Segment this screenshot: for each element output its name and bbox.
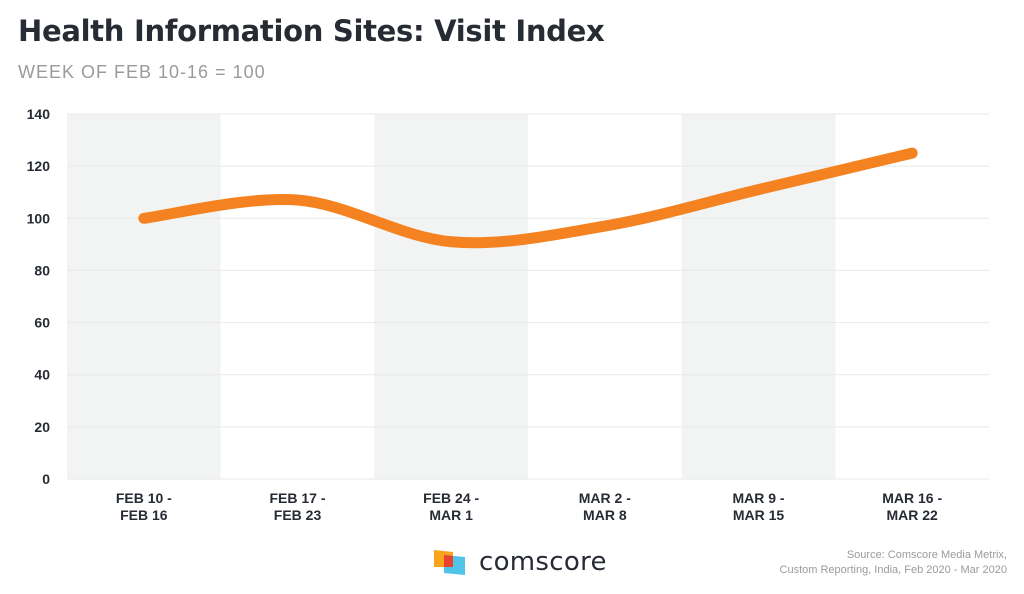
x-tick-label: FEB 10 -FEB 16 — [116, 490, 172, 523]
x-tick-label-line: FEB 17 - — [269, 490, 325, 506]
comscore-logo-icon — [434, 550, 465, 575]
background-band — [67, 114, 221, 479]
x-tick-label-line: FEB 24 - — [423, 490, 479, 506]
series-line — [138, 147, 918, 249]
x-tick-label-line: MAR 9 - — [732, 490, 784, 506]
x-tick-label-line: MAR 2 - — [579, 490, 631, 506]
background-band — [374, 114, 528, 479]
gridlines — [67, 113, 989, 480]
series-lines — [138, 147, 918, 249]
chart-title: Health Information Sites: Visit Index — [18, 14, 605, 48]
x-tick-label-line: FEB 16 — [120, 507, 168, 523]
background-band — [681, 114, 836, 479]
chart-subtitle: WEEK OF FEB 10-16 = 100 — [18, 62, 266, 82]
comscore-logo-text: comscore — [479, 547, 607, 577]
y-tick-label: 60 — [34, 315, 50, 331]
x-tick-label: FEB 24 -MAR 1 — [423, 490, 479, 523]
background-bands — [67, 114, 836, 479]
comscore-logo: comscore — [433, 547, 607, 577]
y-tick-label: 120 — [27, 158, 51, 174]
x-tick-label-line: MAR 16 - — [882, 490, 942, 506]
x-tick-label: MAR 9 -MAR 15 — [732, 490, 784, 523]
y-tick-label: 0 — [42, 471, 50, 487]
y-tick-label: 80 — [34, 262, 50, 278]
x-tick-label-line: MAR 8 — [583, 507, 627, 523]
y-tick-label: 40 — [34, 367, 50, 383]
source-note: Source: Comscore Media Metrix, Custom Re… — [780, 548, 1007, 578]
x-tick-label-line: MAR 22 — [886, 507, 938, 523]
x-tick-label: FEB 17 -FEB 23 — [269, 490, 325, 523]
source-line-1: Source: Comscore Media Metrix, — [846, 549, 1007, 561]
y-tick-label: 100 — [27, 210, 51, 226]
y-axis-ticks: 0 20 40 60 80 100 120 140 — [27, 106, 51, 487]
y-tick-label: 140 — [27, 106, 51, 122]
x-tick-label-line: MAR 15 — [733, 507, 785, 523]
source-line-2: Custom Reporting, India, Feb 2020 - Mar … — [779, 564, 1007, 576]
y-tick-label: 20 — [34, 419, 50, 435]
x-tick-label-line: MAR 1 — [429, 507, 473, 523]
x-tick-label-line: FEB 23 — [274, 507, 322, 523]
x-tick-label: MAR 2 -MAR 8 — [579, 490, 631, 523]
x-tick-label-line: FEB 10 - — [116, 490, 172, 506]
x-tick-label: MAR 16 -MAR 22 — [882, 490, 942, 523]
